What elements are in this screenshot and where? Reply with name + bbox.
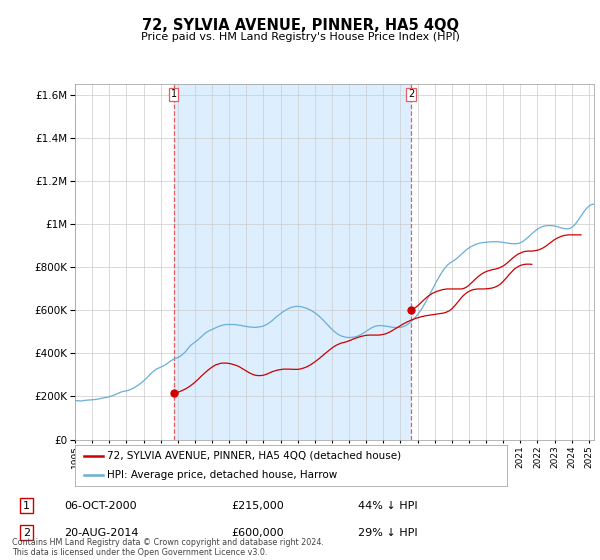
Text: 72, SYLVIA AVENUE, PINNER, HA5 4QQ (detached house): 72, SYLVIA AVENUE, PINNER, HA5 4QQ (deta…	[107, 451, 401, 461]
Text: 2: 2	[408, 90, 415, 99]
Text: Price paid vs. HM Land Registry's House Price Index (HPI): Price paid vs. HM Land Registry's House …	[140, 32, 460, 43]
Text: £600,000: £600,000	[231, 528, 284, 538]
Text: 06-OCT-2000: 06-OCT-2000	[64, 501, 136, 511]
Text: 1: 1	[170, 90, 177, 99]
Text: 29% ↓ HPI: 29% ↓ HPI	[358, 528, 417, 538]
Text: £215,000: £215,000	[231, 501, 284, 511]
Text: 20-AUG-2014: 20-AUG-2014	[64, 528, 139, 538]
Text: Contains HM Land Registry data © Crown copyright and database right 2024.
This d: Contains HM Land Registry data © Crown c…	[12, 538, 324, 557]
Bar	[173, 84, 411, 440]
Text: 72, SYLVIA AVENUE, PINNER, HA5 4QQ: 72, SYLVIA AVENUE, PINNER, HA5 4QQ	[142, 18, 458, 33]
Text: HPI: Average price, detached house, Harrow: HPI: Average price, detached house, Harr…	[107, 470, 338, 480]
Text: 1: 1	[23, 501, 30, 511]
Text: 44% ↓ HPI: 44% ↓ HPI	[358, 501, 417, 511]
Text: 2: 2	[23, 528, 30, 538]
